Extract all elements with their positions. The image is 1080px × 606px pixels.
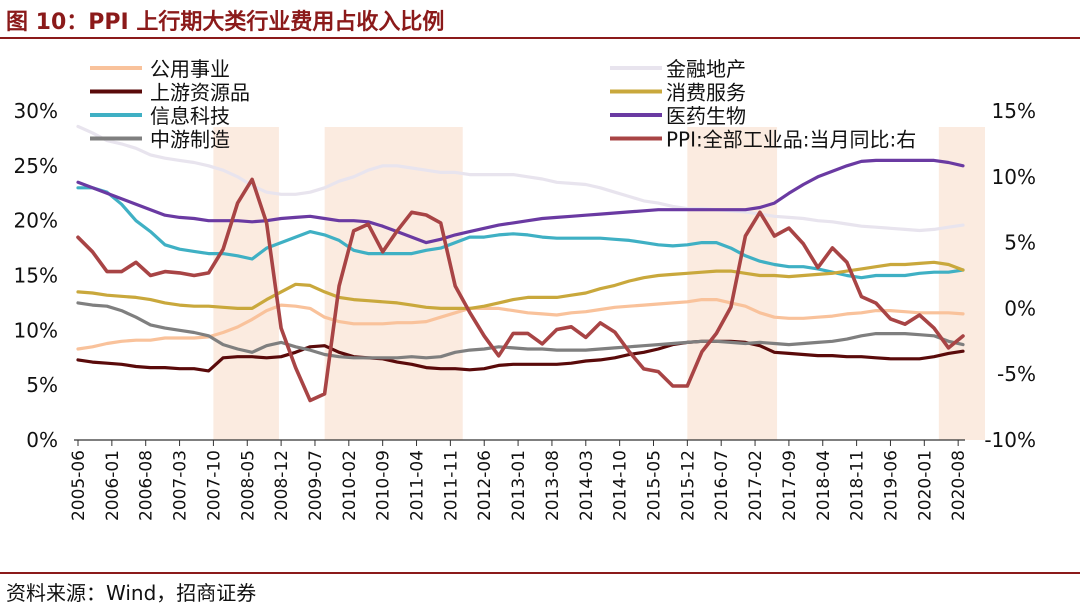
y-left-tick-label: 0% xyxy=(26,428,58,452)
legend-label: PPI:全部工业品:当月同比:右 xyxy=(666,128,916,152)
x-tick-label: 2007-03 xyxy=(171,450,191,521)
shaded-periods xyxy=(213,127,985,440)
legend-label: 医药生物 xyxy=(666,104,746,128)
y-left-tick-label: 20% xyxy=(14,209,58,233)
series-line xyxy=(76,339,965,373)
x-tick-label: 2011-11 xyxy=(441,450,461,521)
x-tick-label: 2020-01 xyxy=(915,450,935,521)
y-left-tick-label: 25% xyxy=(14,154,58,178)
series-line xyxy=(76,124,965,233)
y-left-tick-label: 15% xyxy=(14,264,58,288)
x-tick-label: 2011-04 xyxy=(408,450,428,521)
x-tick-label: 2015-12 xyxy=(678,450,698,521)
legend-label: 公用事业 xyxy=(150,57,230,81)
y-right-tick-label: -10% xyxy=(984,428,1036,452)
legend-label: 信息科技 xyxy=(150,104,230,128)
series-line xyxy=(76,177,965,403)
y-right-tick-label: 15% xyxy=(992,99,1036,123)
y-right-tick-label: 0% xyxy=(1004,296,1036,320)
series-line xyxy=(76,158,965,245)
x-tick-label: 2014-03 xyxy=(577,450,597,521)
x-tick-label: 2009-07 xyxy=(306,450,326,521)
x-tick-label: 2006-01 xyxy=(103,450,123,521)
footer-rule xyxy=(0,572,1080,574)
shaded-period xyxy=(213,127,279,440)
x-tick-label: 2015-05 xyxy=(644,450,664,521)
x-tick-label: 2013-01 xyxy=(509,450,529,521)
x-tick-label: 2010-09 xyxy=(374,450,394,521)
x-tick-label: 2006-08 xyxy=(137,450,157,521)
legend-label: 金融地产 xyxy=(666,57,746,81)
chart-title: 图 10：PPI 上行期大类行业费用占收入比例 xyxy=(6,10,445,35)
series-line xyxy=(76,260,965,310)
x-tick-label: 2019-06 xyxy=(881,450,901,521)
line-chart: 0% 5% 10% 15% 20% 25% 30% -10% -5% 0% 5% 10% 15% 2005… xyxy=(14,57,1036,521)
y-left-tick-label: 30% xyxy=(14,99,58,123)
x-tick-label: 2017-02 xyxy=(746,450,766,521)
legend-label: 中游制造 xyxy=(150,128,230,152)
x-tick-label: 2017-09 xyxy=(780,450,800,521)
x-tick-label: 2016-07 xyxy=(712,450,732,521)
x-tick-label: 2008-12 xyxy=(272,450,292,521)
x-tick-label: 2007-10 xyxy=(204,450,224,521)
x-tick-label: 2013-08 xyxy=(543,450,563,521)
y-right-tick-label: 5% xyxy=(1004,231,1036,255)
source-note: 资料来源：Wind，招商证券 xyxy=(6,581,257,605)
x-tick-label: 2018-11 xyxy=(848,450,868,521)
shaded-period xyxy=(687,127,778,440)
y-left-tick-label: 10% xyxy=(14,318,58,342)
title-rule xyxy=(0,37,1080,39)
x-tick-label: 2018-04 xyxy=(814,450,834,521)
x-tick-label: 2020-08 xyxy=(949,450,969,521)
series-line xyxy=(76,301,965,360)
y-left-tick-label: 5% xyxy=(26,373,58,397)
y-right-tick-label: -5% xyxy=(997,362,1036,386)
x-tick-label: 2014-10 xyxy=(611,450,631,521)
axes: 0% 5% 10% 15% 20% 25% 30% -10% -5% 0% 5% 10% 15% 2005… xyxy=(14,99,1036,521)
legend-label: 消费服务 xyxy=(666,81,746,105)
series-line xyxy=(76,186,965,280)
x-tick-label: 2008-05 xyxy=(238,450,258,521)
legend-label: 上游资源品 xyxy=(150,81,250,105)
x-tick-label: 2010-02 xyxy=(340,450,360,521)
series-line xyxy=(76,298,965,351)
shaded-period xyxy=(938,127,985,440)
y-right-tick-label: 10% xyxy=(992,165,1036,189)
x-tick-label: 2012-06 xyxy=(475,450,495,521)
x-tick-label: 2005-06 xyxy=(69,450,89,521)
series-lines xyxy=(76,124,965,403)
